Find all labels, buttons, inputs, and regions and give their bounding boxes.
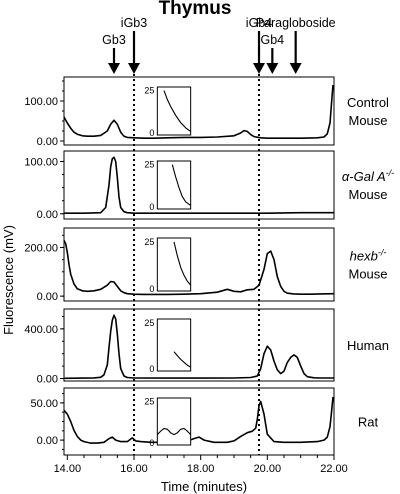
reference-lines — [133, 74, 260, 455]
trace-line — [63, 84, 334, 139]
x-tick-label: 20.00 — [254, 463, 282, 475]
panel-frame — [63, 150, 335, 220]
panel-2: 0.00 100.00 25 0 α-Gal A-/- Mouse — [24, 150, 394, 221]
y-tick-label: 400.00 — [24, 324, 58, 336]
inset-trace — [163, 90, 192, 132]
panel-frame — [63, 227, 335, 302]
inset-tick-bottom: 0 — [149, 438, 154, 448]
marker-label-3: iGb4 — [246, 16, 272, 30]
panel-3: 0.00 200.00 25 0 hexb-/- Mouse — [24, 227, 388, 303]
row-label-primary: Rat — [358, 415, 379, 430]
row-label-superscript: -/- — [386, 168, 395, 178]
y-tick-label: 0.00 — [37, 435, 58, 447]
row-label-primary: α-Gal A-/- — [342, 168, 394, 184]
marker-label-4: Gb4 — [261, 33, 285, 47]
y-tick-label: 100.00 — [24, 156, 58, 168]
inset-tick-bottom: 0 — [149, 202, 154, 212]
inset-tick-top: 25 — [144, 160, 154, 170]
marker-arrow-head — [289, 63, 302, 74]
figure-title: Thymus — [159, 0, 232, 19]
y-tick-label: 0.00 — [37, 209, 58, 221]
marker-arrow-head — [108, 63, 120, 74]
chromatogram-panels: 0.00 100.00 25 0 Control Mouse 0.00 100.00 25 0 α-… — [24, 76, 394, 456]
inset-tick-bottom: 0 — [149, 364, 154, 374]
inset-tick-top: 25 — [144, 396, 154, 406]
y-tick-label: 50.00 — [30, 398, 58, 410]
row-label-secondary: Mouse — [348, 267, 387, 282]
peak-markers: Gb3 iGb3 iGb4 Gb4 Paragloboside — [102, 16, 336, 74]
row-label-superscript: -/- — [378, 248, 387, 258]
marker-label-2: iGb3 — [121, 16, 147, 30]
panel-5: 0.00 50.00 25 0 Rat — [30, 387, 379, 456]
y-tick-label: 0.00 — [37, 291, 58, 303]
x-tick-label: 14.00 — [54, 463, 82, 475]
y-tick-label: 100.00 — [24, 96, 58, 108]
inset-trace — [171, 164, 192, 206]
inset-tick-top: 25 — [144, 318, 154, 328]
panel-frame — [63, 308, 335, 382]
marker-arrow-head — [253, 63, 265, 74]
y-tick-label: 200.00 — [24, 242, 58, 254]
inset-frame — [156, 397, 192, 446]
inset-trace — [173, 241, 192, 286]
y-tick-label: 0.00 — [37, 374, 58, 386]
panel-4: 0.00 400.00 25 0 Human — [24, 308, 389, 386]
row-label-primary: hexb-/- — [350, 248, 387, 264]
row-label-primary: Human — [347, 338, 389, 353]
trace-line — [63, 396, 334, 444]
x-tick-label: 18.00 — [187, 463, 215, 475]
x-axis: 14.00 16.00 18.00 20.00 22.00 — [54, 455, 348, 475]
row-label-secondary: Mouse — [348, 187, 387, 202]
x-axis-title: Time (minutes) — [161, 479, 247, 494]
inset-trace — [173, 351, 191, 368]
marker-arrow-head — [128, 63, 140, 74]
inset-tick-top: 25 — [144, 86, 154, 96]
panel-frame — [63, 387, 335, 456]
inset-tick-bottom: 0 — [149, 284, 154, 294]
x-tick-label: 16.00 — [120, 463, 148, 475]
x-tick-label: 22.00 — [320, 463, 348, 475]
trace-line — [63, 314, 334, 380]
trace-line — [64, 156, 334, 214]
panel-1: 0.00 100.00 25 0 Control Mouse — [24, 76, 389, 148]
inset-frame — [156, 237, 192, 292]
marker-arrow-head — [266, 63, 279, 74]
row-label-secondary: Mouse — [348, 113, 387, 128]
inset-tick-bottom: 0 — [149, 128, 154, 138]
y-tick-label: 0.00 — [37, 136, 58, 148]
marker-label-5: Paragloboside — [256, 16, 336, 30]
inset-trace — [156, 427, 192, 436]
inset-frame — [156, 318, 192, 372]
row-label-primary: Control — [347, 95, 389, 110]
panel-frame — [63, 76, 335, 146]
marker-label-1: Gb3 — [102, 33, 126, 47]
trace-line — [63, 239, 335, 296]
y-axis-title: Fluorescence (mV) — [1, 225, 16, 335]
inset-tick-top: 25 — [144, 237, 154, 247]
